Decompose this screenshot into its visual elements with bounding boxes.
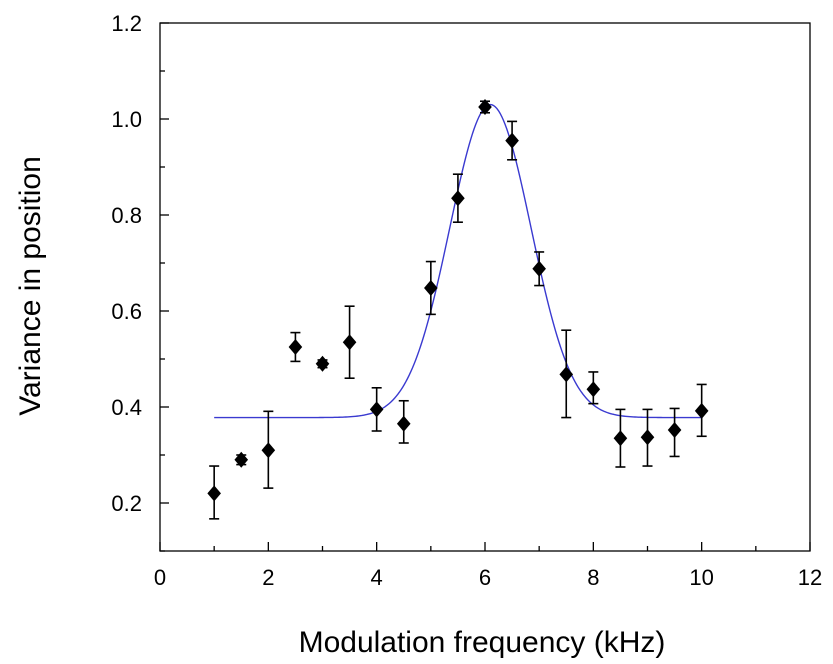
data-point-group: [261, 410, 276, 489]
data-point-group: [342, 305, 357, 380]
data-point-marker: [451, 190, 465, 207]
data-point-group: [613, 408, 628, 468]
data-point-marker: [342, 334, 357, 351]
data-point-group: [315, 355, 330, 372]
data-point-group: [694, 383, 709, 438]
data-point-marker: [207, 485, 221, 502]
data-point-group: [667, 407, 682, 458]
data-point-marker: [261, 442, 276, 459]
x-tick-label: 8: [587, 565, 599, 590]
y-tick-label: 1.2: [111, 11, 142, 36]
data-point-group: [424, 260, 438, 316]
data-point-group: [369, 386, 384, 432]
x-tick-label: 4: [371, 565, 383, 590]
y-axis-title: Variance in position: [14, 156, 47, 416]
data-point-group: [207, 465, 221, 520]
x-tick-label: 2: [262, 565, 274, 590]
data-point-marker: [640, 429, 655, 446]
y-tick-label: 0.4: [111, 395, 142, 420]
data-point-group: [640, 408, 655, 467]
data-point-marker: [613, 430, 628, 447]
data-point-group: [288, 331, 303, 363]
data-point-marker: [234, 451, 249, 468]
data-point-group: [559, 329, 574, 419]
data-point-marker: [315, 355, 330, 372]
y-tick-label: 0.2: [111, 491, 142, 516]
data-point-group: [396, 399, 411, 444]
data-point-group: [532, 251, 546, 287]
x-tick-label: 6: [479, 565, 491, 590]
data-point-marker: [532, 260, 546, 277]
y-tick-label: 0.6: [111, 299, 142, 324]
data-point-group: [586, 371, 601, 405]
fit-layer: [214, 103, 702, 419]
data-point-marker: [694, 402, 709, 419]
data-point-group: [478, 99, 492, 115]
y-axis: 0.2 0.4 0.6 0.8 1.0 1.2: [111, 11, 169, 552]
y-tick-label: 0.8: [111, 203, 142, 228]
data-point-marker: [424, 279, 438, 296]
x-axis-title: Modulation frequency (kHz): [299, 626, 666, 659]
y-tick-label: 1.0: [111, 107, 142, 132]
x-tick-label: 0: [154, 565, 166, 590]
data-point-marker: [667, 422, 682, 439]
data-point-group: [505, 120, 519, 161]
data-point-marker: [288, 339, 303, 355]
data-layer: [207, 99, 709, 520]
gaussian-fit-line: [214, 103, 702, 419]
data-point-marker: [396, 415, 411, 432]
x-axis: 0 2 4 6 8 10 12: [154, 542, 822, 590]
x-tick-label: 12: [798, 565, 822, 590]
data-point-marker: [586, 381, 601, 398]
data-point-marker: [478, 99, 492, 115]
data-point-group: [234, 451, 249, 468]
x-tick-label: 10: [689, 565, 713, 590]
data-point-group: [451, 173, 465, 223]
data-point-marker: [369, 401, 384, 418]
data-point-marker: [505, 132, 519, 149]
data-point-marker: [559, 366, 574, 383]
